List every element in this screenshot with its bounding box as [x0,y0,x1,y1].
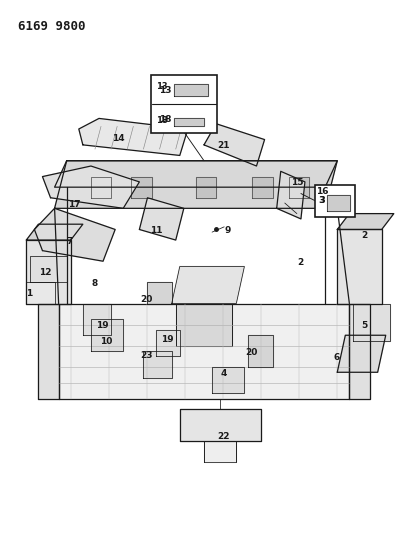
Text: 20: 20 [140,295,153,304]
Polygon shape [140,198,184,240]
Polygon shape [253,176,273,198]
Text: 8: 8 [91,279,97,288]
Polygon shape [26,282,55,303]
Polygon shape [277,171,305,219]
Polygon shape [289,176,309,198]
Polygon shape [248,335,273,367]
Polygon shape [147,282,172,303]
Polygon shape [204,124,264,166]
Polygon shape [212,367,244,393]
Polygon shape [349,303,370,399]
Polygon shape [131,176,151,198]
Polygon shape [174,84,208,96]
Polygon shape [55,161,337,208]
Polygon shape [91,319,123,351]
Text: 16: 16 [316,187,328,196]
Text: 20: 20 [246,348,258,357]
Text: 18: 18 [155,116,167,125]
Polygon shape [26,240,71,303]
Polygon shape [196,176,216,198]
Polygon shape [155,330,180,357]
Polygon shape [174,118,204,126]
Polygon shape [38,303,59,399]
Polygon shape [204,441,236,462]
Text: 2: 2 [361,231,368,240]
Text: 18: 18 [159,115,171,124]
Text: 23: 23 [140,351,153,360]
Text: 5: 5 [361,321,368,330]
Polygon shape [26,224,83,240]
Text: 12: 12 [40,268,52,277]
Text: 13: 13 [159,85,171,94]
Text: 3: 3 [319,197,325,205]
Polygon shape [83,303,111,335]
Text: 2: 2 [297,258,303,267]
Text: 3: 3 [319,197,325,205]
Text: 17: 17 [68,199,80,208]
Polygon shape [42,166,140,208]
Polygon shape [55,161,337,187]
Text: 7: 7 [67,237,73,246]
Text: 6169 9800: 6169 9800 [18,20,86,33]
Text: 6: 6 [333,353,339,362]
Text: 10: 10 [100,337,113,346]
Polygon shape [327,195,350,211]
Text: 22: 22 [217,432,230,441]
Text: 1: 1 [27,289,33,298]
Polygon shape [337,230,382,303]
Polygon shape [144,351,172,377]
Text: 19: 19 [160,335,173,344]
Text: 19: 19 [96,321,109,330]
Text: 15: 15 [291,179,304,188]
FancyBboxPatch shape [151,75,217,133]
Polygon shape [172,266,244,303]
Polygon shape [337,214,394,230]
Text: 4: 4 [220,369,226,378]
Text: 9: 9 [224,226,231,235]
Text: 11: 11 [150,226,163,235]
Polygon shape [59,303,349,399]
Polygon shape [34,208,115,261]
Polygon shape [353,303,390,341]
Polygon shape [337,335,386,372]
FancyBboxPatch shape [315,184,355,217]
Polygon shape [79,118,188,156]
Text: 13: 13 [155,83,167,92]
Polygon shape [91,176,111,198]
Text: 21: 21 [217,141,230,150]
Text: 14: 14 [112,134,125,143]
Polygon shape [30,256,67,282]
Polygon shape [180,409,261,441]
Polygon shape [176,303,232,346]
